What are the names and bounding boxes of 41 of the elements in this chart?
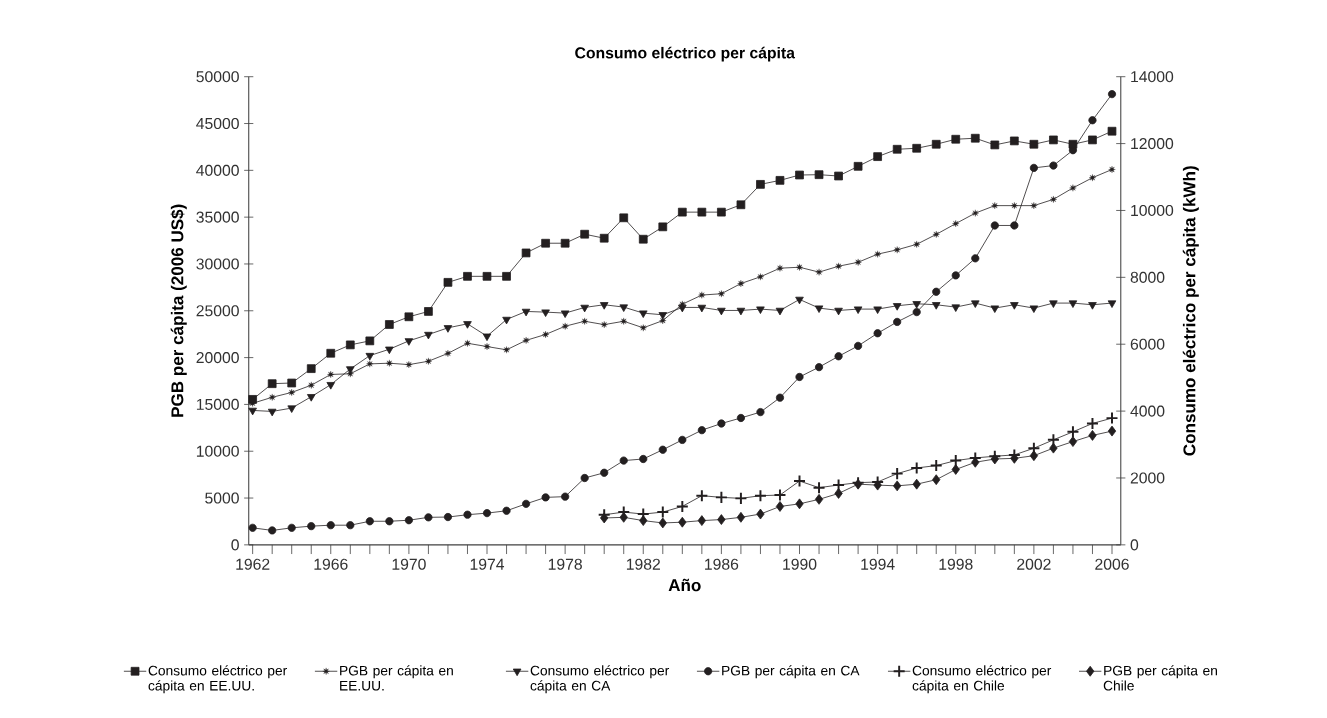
legend-label: PGB per cápita en EE.UU. — [340, 665, 453, 691]
y2-tick-label: 6000 — [1130, 338, 1165, 350]
x-tick-label: 1986 — [705, 558, 739, 570]
y-tick-label: 15000 — [196, 398, 239, 410]
y2-tick-label: 12000 — [1131, 138, 1174, 150]
y-tick-label: 45000 — [196, 117, 239, 130]
y-tick-label: 0 — [231, 539, 239, 551]
y-tick-label: 20000 — [196, 352, 239, 364]
x-tick-label: 1974 — [470, 558, 505, 570]
y2-tick-label: 4000 — [1130, 405, 1165, 417]
y2-tick-label: 0 — [1130, 539, 1139, 551]
legend-label: Consumo eléctrico per cápita en Chile — [912, 665, 1052, 694]
x-tick-label: 2002 — [1017, 558, 1051, 570]
legend-label: PGB per cápita en Chile — [1103, 665, 1217, 691]
y2-axis-title: Consumo eléctrico per cápita (kWh) — [1182, 166, 1199, 456]
x-tick-label: 1962 — [236, 558, 270, 570]
legend-label: Consumo eléctrico per cápita en CA — [530, 665, 670, 694]
x-tick-label: 1970 — [392, 558, 426, 570]
x-tick-label: 1982 — [626, 558, 660, 570]
y2-tick-label: 10000 — [1131, 204, 1174, 217]
y-tick-label: 30000 — [196, 258, 239, 270]
chart-title: Consumo eléctrico per cápita — [575, 46, 796, 62]
x-axis-title: Año — [668, 578, 701, 592]
x-tick-label: 1978 — [548, 558, 582, 570]
y2-tick-label: 8000 — [1130, 271, 1165, 283]
y2-tick-label: 14000 — [1131, 71, 1174, 83]
x-tick-label: 1990 — [783, 558, 817, 570]
legend-label: PGB per cápita en CA — [722, 665, 860, 679]
y-axis-title: PGB per cápita (2006 US$) — [170, 204, 187, 417]
y-tick-label: 10000 — [196, 445, 239, 457]
y-tick-label: 5000 — [205, 492, 239, 504]
y-tick-label: 40000 — [196, 164, 239, 176]
legend-label: Consumo eléctrico per cápita en EE.UU. — [148, 665, 287, 694]
y2-tick-label: 2000 — [1130, 472, 1165, 484]
x-tick-label: 1966 — [314, 558, 348, 570]
x-tick-label: 2006 — [1095, 558, 1129, 570]
x-tick-label: 1998 — [939, 558, 973, 570]
y-tick-label: 25000 — [196, 305, 239, 317]
x-tick-label: 1994 — [861, 558, 895, 570]
y-tick-label: 50000 — [196, 71, 239, 83]
y-tick-label: 35000 — [196, 211, 239, 223]
